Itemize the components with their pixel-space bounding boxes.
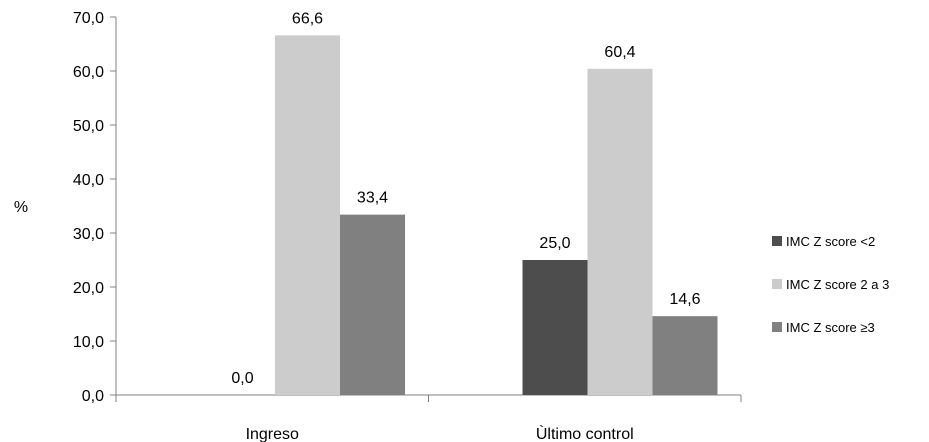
y-tick-label: 40,0 [73, 172, 104, 189]
bar [587, 68, 653, 395]
legend-label: IMC Z score 2 a 3 [786, 277, 889, 292]
y-tick-label: 0,0 [82, 388, 104, 405]
x-category-label: Ùltimo control [536, 424, 634, 442]
y-tick-label: 20,0 [73, 280, 104, 297]
y-axis-title: % [14, 199, 28, 216]
bar [275, 35, 340, 396]
legend-swatch [772, 236, 782, 246]
x-category-label: Ingreso [246, 426, 299, 442]
legend-swatch [772, 279, 782, 289]
y-axis: 0,0 10,0 20,0 30,0 40,0 50,0 60,0 70,0 [73, 10, 117, 405]
legend-label: IMC Z score ≥3 [786, 320, 875, 335]
x-axis: Ingreso Ùltimo control [115, 394, 742, 442]
data-label: 60,4 [604, 44, 635, 61]
data-label: 0,0 [231, 370, 253, 387]
data-label: 14,6 [669, 291, 700, 308]
legend-swatch [772, 322, 782, 332]
y-tick-label: 70,0 [73, 10, 104, 27]
y-tick-label: 50,0 [73, 118, 104, 135]
data-labels: 0,0 66,6 33,4 25,0 60,4 14,6 [231, 10, 700, 387]
data-label: 33,4 [357, 190, 388, 207]
bar [652, 316, 718, 395]
y-tick-label: 10,0 [73, 334, 104, 351]
y-tick-label: 30,0 [73, 226, 104, 243]
data-label: 25,0 [539, 235, 570, 252]
legend-label: IMC Z score <2 [786, 234, 875, 249]
legend: IMC Z score <2 IMC Z score 2 a 3 IMC Z sco… [772, 234, 889, 335]
y-tick-label: 60,0 [73, 64, 104, 81]
bars [275, 35, 718, 396]
data-label: 66,6 [292, 10, 323, 27]
bar [340, 214, 405, 395]
bar [522, 260, 588, 395]
